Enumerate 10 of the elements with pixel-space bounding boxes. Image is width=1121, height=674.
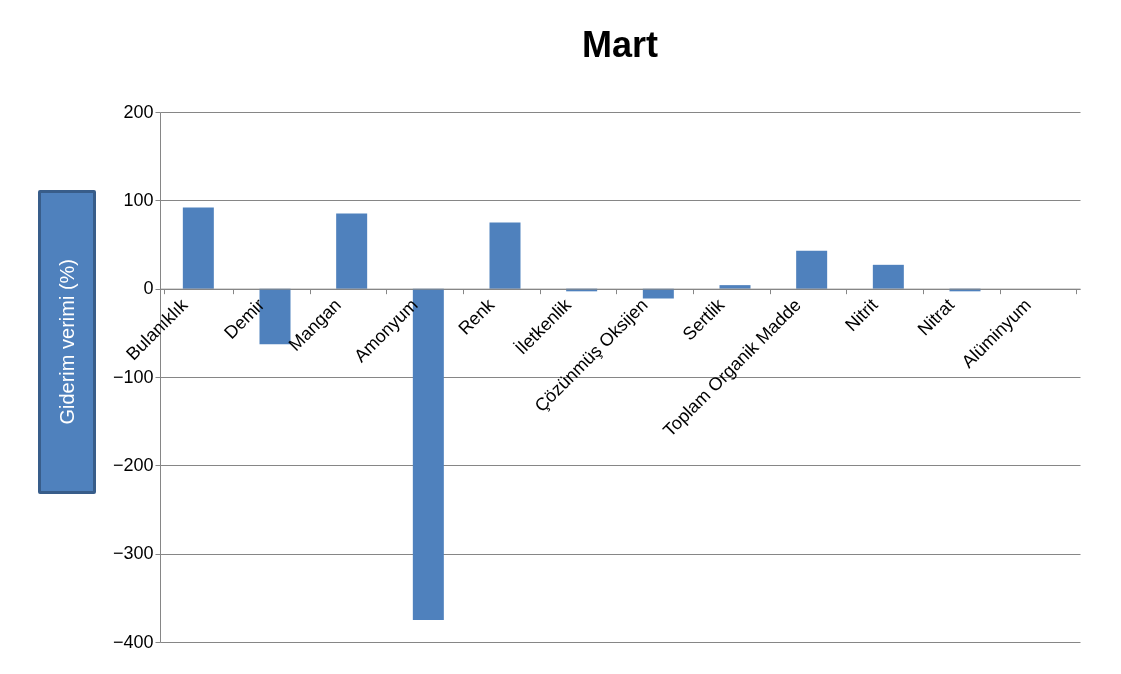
y-tick-label: 100 [123,189,154,210]
chart-title: Mart [581,24,659,65]
y-tick-label: −300 [112,543,154,564]
y-tick-label: 200 [123,101,154,122]
y-tick-label: −400 [112,631,154,652]
y-tick-label: −100 [112,366,154,387]
label-box: Giderim verimi (%) [38,190,96,494]
y-tick-label: −200 [112,454,154,475]
y-tick-label: 0 [143,278,154,299]
y-axis-title: Giderim verimi (%) [55,259,79,425]
